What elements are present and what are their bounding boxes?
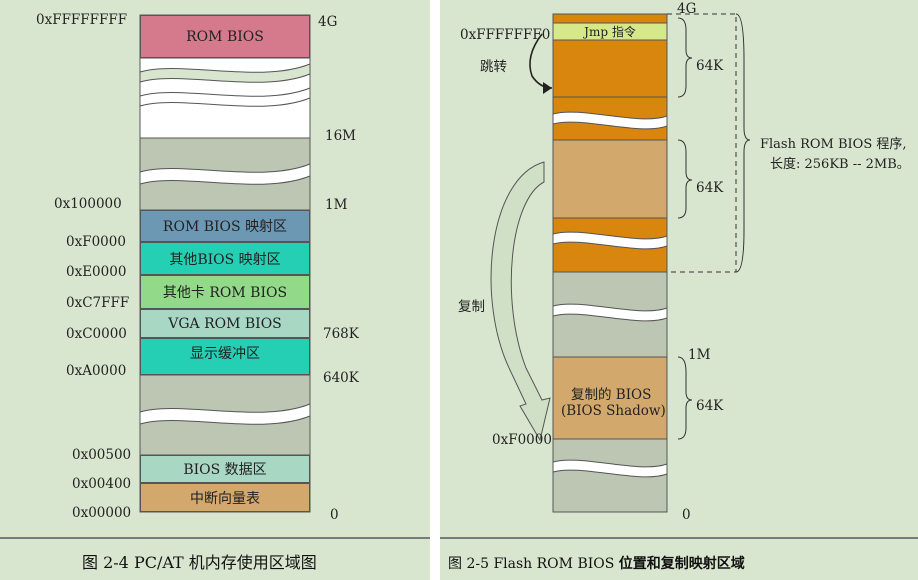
size-label: 16M [325,128,357,144]
size-4g-label: 4G [677,1,697,17]
segment-other-card-rom: 其他卡 ROM BIOS [140,275,310,309]
jump-label: 跳转 [480,59,507,75]
shadow-label-line1: 复制的 BIOS [571,387,652,403]
jmp-instruction-block: Jmp 指令 [584,25,636,39]
figure-caption: 图 2-4 PC/AT 机内存使用区域图 [82,553,317,572]
size-label: 1M [325,197,348,213]
segment-vga-rom-bios: VGA ROM BIOS [140,309,310,338]
address-top-label: 0xFFFFFFF0 [460,27,551,43]
segment-bios-data: BIOS 数据区 [140,455,310,483]
copy-label: 复制 [458,299,485,315]
segment-display-buffer: 显示缓冲区 [140,338,310,375]
caption-bold: 位置和复制映射区域 [618,556,745,572]
size-64k-label: 64K [696,58,724,74]
size-label: 4G [318,14,338,30]
address-label: 0x100000 [54,196,122,212]
address-f0000-label: 0xF0000 [492,432,552,448]
size-0-label: 0 [682,507,691,523]
segment-rom-bios: ROM BIOS [140,15,310,58]
left-figure-panel: ROM BIOS ROM BIOS 映射区 其他BIOS 映射区 其他卡 ROM… [0,0,430,580]
size-label: 640K [323,370,359,386]
segment-rom-bios-map: ROM BIOS 映射区 [140,210,310,242]
address-label: 0xFFFFFFFF [36,12,128,28]
size-1m-label: 1M [688,347,711,363]
address-label: 0x00000 [72,505,132,521]
shadow-label-line2: (BIOS Shadow) [561,403,666,419]
address-label: 0xF0000 [66,234,126,250]
flash-description-line2: 长度: 256KB -- 2MB。 [770,157,910,172]
size-64k-label: 64K [696,398,724,414]
segment-other-bios-map: 其他BIOS 映射区 [140,242,310,275]
caption-divider [440,537,918,539]
address-label: 0xA0000 [66,363,127,379]
size-label: 768K [323,326,359,342]
right-flash-map-graphic [490,13,751,513]
right-figure-panel: Jmp 指令 0xFFFFFFF0 跳转 4G 64K 64K Flash RO… [440,0,918,580]
flash-description-line1: Flash ROM BIOS 程序, [760,137,907,152]
left-memory-map-graphic [139,14,311,513]
caption-divider [0,537,430,539]
address-label: 0x00400 [72,476,132,492]
address-label: 0xC0000 [66,326,127,342]
size-label: 0 [330,507,339,523]
address-label: 0xE0000 [66,264,127,280]
figure-caption: 图 2-5 Flash ROM BIOS 位置和复制映射区域 [448,553,745,573]
segment-interrupt-vector-table: 中断向量表 [140,483,310,512]
size-64k-label: 64K [696,180,724,196]
address-label: 0xC7FFF [66,295,130,311]
caption-prefix: 图 2-5 Flash ROM BIOS [448,556,619,572]
address-label: 0x00500 [72,447,132,463]
